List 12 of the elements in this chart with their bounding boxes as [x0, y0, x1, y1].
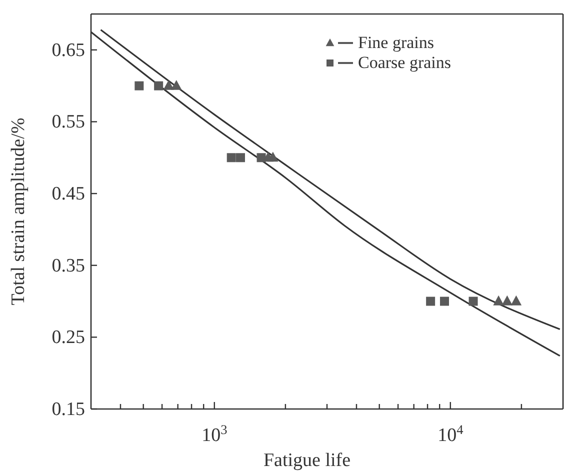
legend-label: Coarse grains	[358, 53, 452, 72]
legend-label: Fine grains	[358, 33, 434, 52]
y-tick-label: 0.55	[52, 112, 85, 133]
y-axis-title: Total strain amplitude/%	[8, 118, 29, 306]
y-tick-label: 0.45	[52, 184, 85, 205]
x-tick-label: 10$^{4}$	[438, 422, 464, 446]
x-tick-label: 10$^{3}$	[202, 422, 228, 446]
y-tick-label: 0.65	[52, 40, 85, 61]
y-tick-label: 0.25	[52, 327, 85, 348]
y-tick-label: 0.35	[52, 255, 85, 276]
x-axis-title: Fatigue life	[263, 450, 351, 471]
y-tick-label: 0.15	[52, 399, 85, 420]
